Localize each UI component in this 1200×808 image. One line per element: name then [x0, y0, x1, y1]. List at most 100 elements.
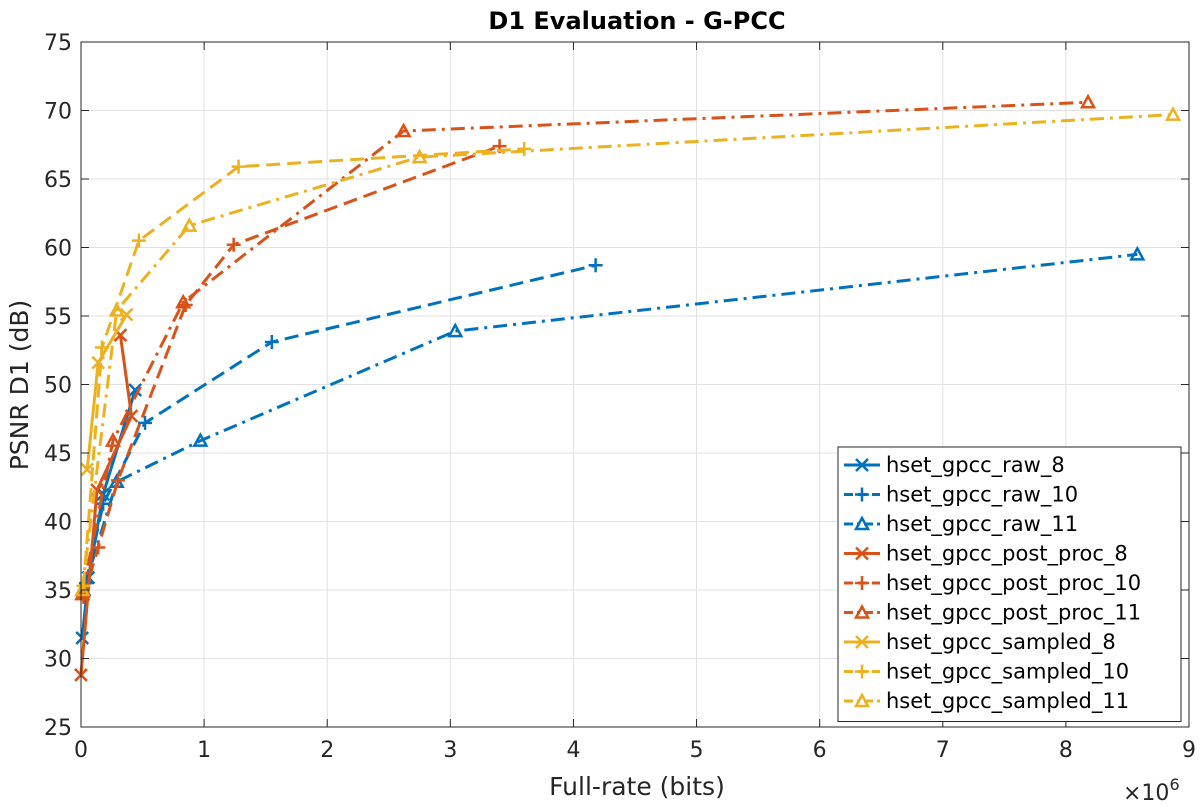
data-point — [119, 307, 134, 322]
series-hset_gpcc_post_proc_10 — [76, 139, 507, 604]
legend-label: hset_gpcc_post_proc_8 — [886, 542, 1128, 567]
data-point — [175, 293, 192, 309]
legend-marker — [853, 515, 871, 531]
data-point — [124, 409, 139, 423]
x-tick-label: 7 — [936, 738, 950, 763]
series-hset_gpcc_sampled_10 — [76, 141, 532, 593]
legend-marker — [855, 487, 869, 502]
chart-title: D1 Evaluation - G-PCC — [488, 7, 785, 35]
data-point — [1079, 93, 1097, 109]
x-exponent-base: ×10 — [1123, 781, 1169, 806]
legend-marker — [853, 692, 871, 708]
x-axis-exponent: ×106 — [1123, 775, 1180, 806]
y-tick-label: 40 — [44, 511, 72, 536]
legend-label: hset_gpcc_sampled_8 — [886, 630, 1116, 655]
legend-label: hset_gpcc_raw_11 — [886, 512, 1078, 537]
y-tick-label: 70 — [44, 100, 72, 125]
legend-entry: hset_gpcc_post_proc_10 — [844, 571, 1141, 596]
legend: hset_gpcc_raw_8 hset_gpcc_raw_10 hset_gpcc… — [837, 446, 1182, 722]
data-point — [110, 473, 125, 488]
legend-entry: hset_gpcc_sampled_8 — [844, 630, 1116, 655]
x-tick-label: 5 — [690, 738, 704, 763]
legend-marker — [855, 458, 869, 472]
series-hset_gpcc_sampled_8 — [80, 307, 134, 477]
y-tick-label: 35 — [44, 579, 72, 604]
data-point — [91, 355, 106, 370]
legend-label: hset_gpcc_raw_10 — [886, 483, 1078, 508]
legend-entry: hset_gpcc_post_proc_11 — [844, 601, 1141, 626]
x-axis-label: Full-rate (bits) — [549, 772, 725, 801]
y-axis-label: PSNR D1 (dB) — [5, 300, 34, 471]
data-point — [128, 383, 143, 397]
y-tick-label: 45 — [44, 442, 72, 467]
legend-box — [837, 446, 1182, 722]
data-point — [264, 335, 279, 350]
legend-marker — [853, 603, 871, 619]
legend-label: hset_gpcc_sampled_11 — [886, 689, 1129, 714]
legend-marker — [855, 664, 869, 679]
legend-marker — [855, 546, 869, 561]
x-tick-label: 0 — [74, 738, 88, 763]
series-hset_gpcc_post_proc_8 — [74, 328, 139, 682]
y-tick-label: 25 — [44, 716, 72, 741]
series-line — [80, 100, 1089, 595]
data-point — [94, 340, 109, 355]
y-tick-label: 60 — [44, 237, 72, 262]
data-point — [108, 301, 125, 317]
series-line — [82, 252, 1138, 591]
legend-entry: hset_gpcc_raw_10 — [844, 483, 1078, 508]
data-point — [74, 585, 91, 601]
y-tick-label: 75 — [44, 31, 72, 56]
data-point — [91, 540, 106, 555]
legend-label: hset_gpcc_sampled_10 — [886, 660, 1129, 685]
x-tick-label: 1 — [197, 738, 211, 763]
x-tick-label: 3 — [443, 738, 457, 763]
x-tick-label: 9 — [1182, 738, 1196, 763]
series-hset_gpcc_post_proc_11 — [74, 93, 1097, 601]
data-point — [96, 496, 111, 511]
y-tick-label: 30 — [44, 648, 72, 673]
x-tick-label: 2 — [320, 738, 334, 763]
legend-entry: hset_gpcc_post_proc_8 — [844, 542, 1128, 567]
series-line — [82, 144, 501, 598]
data-point — [181, 216, 198, 232]
data-point — [231, 159, 246, 174]
data-point — [226, 237, 241, 252]
series-line — [80, 113, 1174, 591]
y-tick-label: 55 — [44, 305, 72, 330]
data-point — [1164, 105, 1182, 121]
data-point — [104, 432, 122, 447]
legend-entry: hset_gpcc_raw_11 — [844, 512, 1078, 537]
series-layer — [74, 93, 1182, 682]
data-point — [131, 233, 146, 248]
data-point — [517, 141, 532, 156]
x-tick-label: 6 — [813, 738, 827, 763]
data-point — [75, 631, 90, 645]
data-point — [192, 432, 209, 447]
legend-entry: hset_gpcc_sampled_11 — [844, 689, 1129, 714]
legend-marker — [855, 576, 869, 590]
y-tick-label: 65 — [44, 168, 72, 193]
data-point — [395, 122, 412, 138]
data-point — [411, 148, 428, 164]
data-point — [588, 258, 603, 273]
x-tick-label: 4 — [566, 738, 580, 763]
x-exponent-power: 6 — [1169, 775, 1179, 794]
series-hset_gpcc_raw_10 — [78, 258, 603, 591]
legend-label: hset_gpcc_raw_8 — [886, 453, 1065, 478]
legend-entry: hset_gpcc_raw_8 — [844, 453, 1065, 478]
x-tick-label: 8 — [1059, 738, 1073, 763]
data-point — [447, 322, 464, 338]
legend-entry: hset_gpcc_sampled_10 — [844, 660, 1129, 685]
legend-label: hset_gpcc_post_proc_10 — [886, 571, 1141, 596]
series-line — [79, 334, 133, 676]
y-tick-label: 50 — [44, 374, 72, 399]
series-line — [82, 147, 525, 587]
data-point — [1129, 245, 1146, 261]
data-point — [138, 415, 153, 430]
series-line — [84, 263, 596, 584]
legend-marker — [855, 635, 869, 649]
